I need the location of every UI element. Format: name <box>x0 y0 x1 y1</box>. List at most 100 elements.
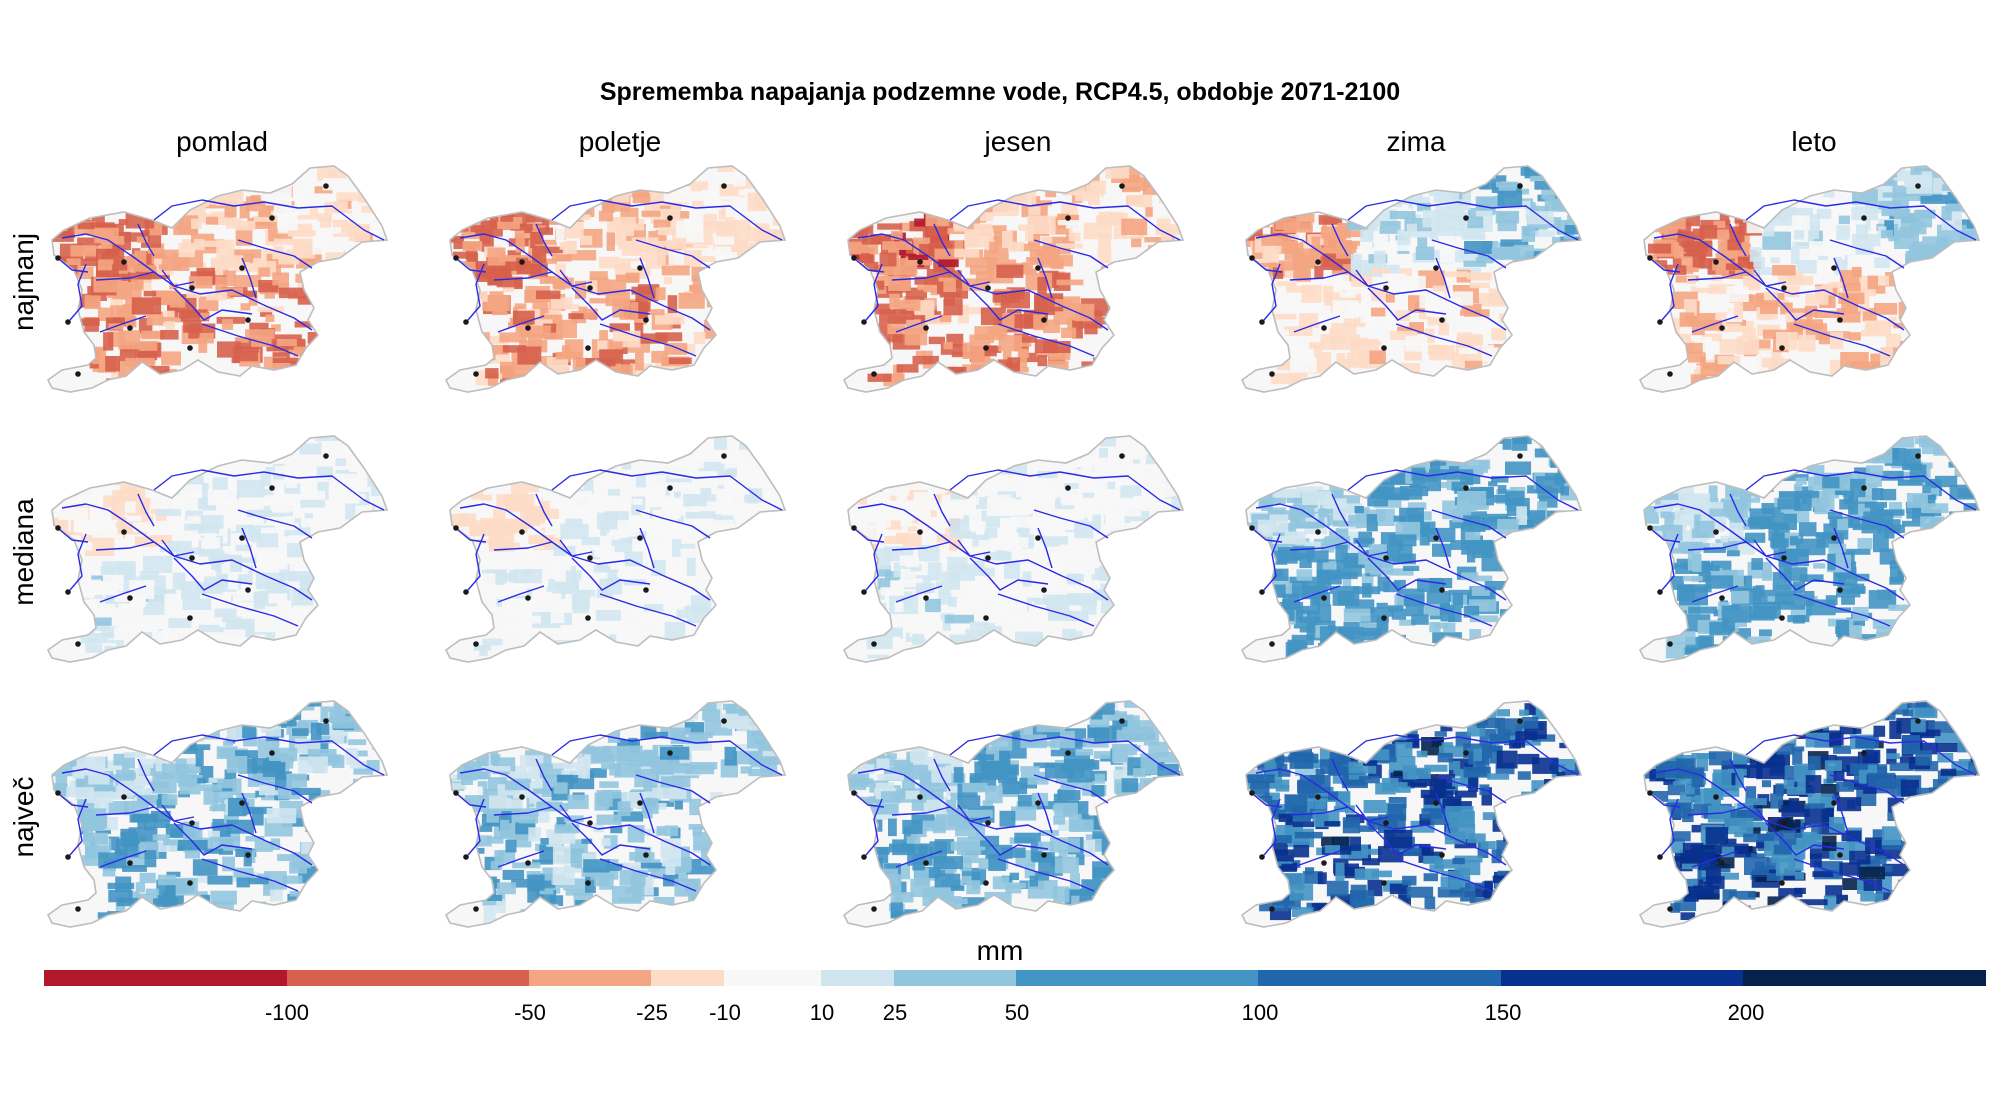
raster-cell <box>1860 438 1879 449</box>
river <box>599 858 697 892</box>
raster-cell <box>987 326 1008 337</box>
raster-cell <box>596 814 622 825</box>
raster-cell <box>556 817 566 828</box>
raster-cell <box>1787 615 1810 623</box>
raster-cell <box>1777 498 1800 510</box>
raster-cell <box>165 321 175 331</box>
map-najmanj-pomlad <box>46 165 389 393</box>
city-marker <box>1249 255 1255 261</box>
river <box>59 794 89 808</box>
city-marker <box>1719 595 1725 601</box>
raster-cell <box>1690 543 1710 550</box>
raster-cell <box>1892 359 1918 379</box>
raster-cell <box>525 214 545 223</box>
raster-cell <box>1111 743 1128 763</box>
raster-cell <box>1354 506 1364 514</box>
raster-cell <box>1175 472 1183 492</box>
raster-cell <box>234 263 261 273</box>
raster-cell <box>876 758 890 770</box>
raster-cell <box>245 329 275 340</box>
raster-cell <box>882 241 913 250</box>
raster-cell <box>665 825 679 837</box>
map-mediana-jesen <box>842 435 1185 663</box>
city-marker <box>1119 718 1125 724</box>
raster-cell <box>1456 332 1473 347</box>
raster-cell <box>297 635 317 646</box>
raster-cell <box>762 751 785 757</box>
raster-cell <box>1121 436 1144 448</box>
raster-cell <box>301 175 311 193</box>
raster-cell <box>1668 548 1694 554</box>
raster-cell <box>1830 332 1844 350</box>
river <box>895 850 943 868</box>
raster-cell <box>1269 311 1297 320</box>
raster-cell <box>1874 257 1890 268</box>
country-border <box>1638 435 1981 663</box>
raster-cell <box>277 703 292 721</box>
river <box>237 774 313 804</box>
raster-cell <box>100 238 113 249</box>
raster-cell <box>725 454 746 470</box>
raster-cell <box>1166 780 1183 797</box>
raster-cell <box>524 550 554 558</box>
raster-cell <box>950 494 968 500</box>
raster-cell <box>1347 295 1360 302</box>
raster-cell <box>969 334 994 344</box>
river <box>639 527 655 569</box>
city-marker <box>269 215 275 221</box>
raster-cell <box>1349 375 1371 382</box>
raster-cell <box>1683 584 1712 593</box>
raster-cell <box>1430 458 1447 466</box>
raster-cell <box>240 303 251 311</box>
raster-cell <box>1020 348 1029 358</box>
raster-cell <box>377 723 387 735</box>
raster-cell <box>763 249 774 260</box>
raster-cell <box>366 760 380 772</box>
raster-cell <box>1017 794 1036 810</box>
raster-cell <box>684 526 694 534</box>
raster-cell <box>1941 206 1952 221</box>
raster-cell <box>694 703 717 711</box>
raster-cell <box>501 510 518 520</box>
raster-cell <box>943 298 963 316</box>
river <box>161 269 195 287</box>
raster-cell <box>886 753 897 767</box>
raster-cell <box>204 533 216 549</box>
raster-cell <box>1329 530 1338 537</box>
raster-cell <box>976 824 986 841</box>
raster-cell <box>1462 192 1471 211</box>
raster-cell <box>276 244 293 252</box>
raster-cell <box>950 571 960 590</box>
raster-cell <box>550 607 565 624</box>
river <box>997 323 1095 357</box>
raster-cell <box>532 788 549 794</box>
raster-cell <box>223 740 233 746</box>
river <box>1651 259 1681 273</box>
raster-cell <box>1308 364 1334 374</box>
raster-cell <box>348 166 377 176</box>
raster-cell <box>214 608 237 618</box>
raster-cell <box>1935 240 1955 255</box>
raster-cell <box>906 836 921 844</box>
raster-cell <box>1168 527 1183 540</box>
city-marker <box>55 525 61 531</box>
raster-cell <box>185 510 203 521</box>
change-raster <box>446 166 785 386</box>
raster-cell <box>856 806 865 821</box>
city-marker <box>323 718 329 724</box>
raster-cell <box>274 466 290 474</box>
raster-cell <box>186 758 196 765</box>
raster-cell <box>562 535 590 544</box>
raster-cell <box>934 485 946 495</box>
raster-cell <box>925 314 951 325</box>
raster-cell <box>572 595 589 614</box>
river <box>1033 774 1109 804</box>
raster-cell <box>497 221 520 230</box>
raster-cell <box>1749 247 1762 262</box>
raster-cell <box>1258 500 1271 510</box>
raster-cell <box>717 200 735 207</box>
raster-cell <box>918 545 940 562</box>
raster-cell <box>552 762 573 769</box>
raster-cell <box>195 748 204 767</box>
raster-cell <box>670 166 684 177</box>
